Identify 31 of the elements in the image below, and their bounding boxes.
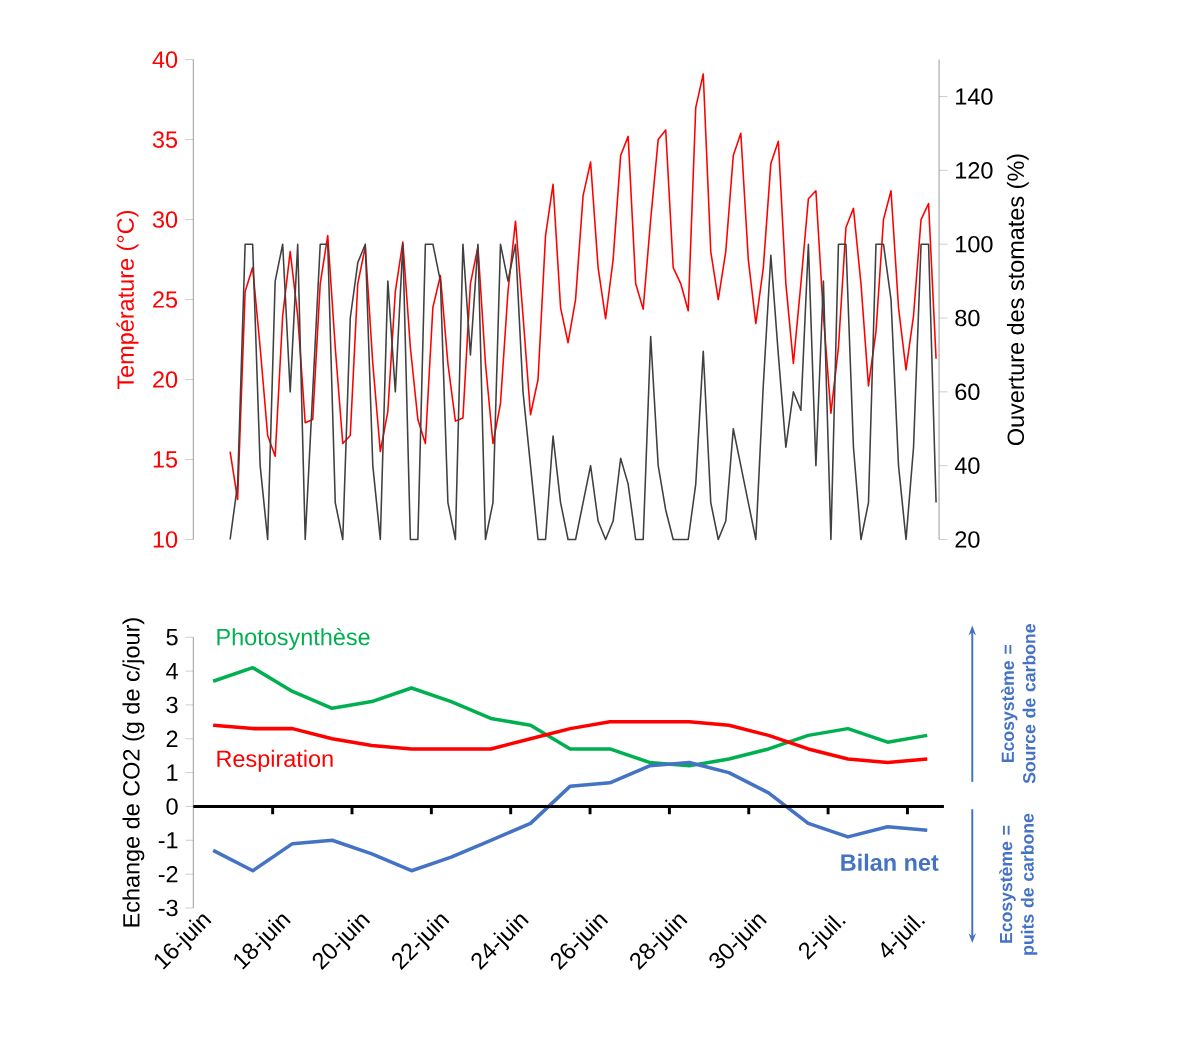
y-tick-label: 4	[166, 663, 178, 680]
y-tick-label: 40	[152, 51, 178, 69]
text: Ecosystème = Source de carbone	[1000, 624, 1036, 784]
y2-tick-label: 20	[955, 531, 980, 548]
y-tick-label: 25	[153, 291, 178, 309]
y-tick-label: 5	[166, 629, 178, 646]
line-series	[229, 73, 937, 501]
y2-tick-label: 140	[956, 88, 993, 106]
y-tick-label: 15	[153, 451, 178, 468]
y2-axis-title: Ouverture des stomates (%)	[1006, 154, 1029, 446]
y-tick-label: -1	[158, 832, 178, 849]
y-axis-title: Température (°C)	[116, 211, 139, 390]
text: Ecosystème = puits de carbone	[999, 813, 1038, 955]
y-tick-label: 30	[152, 211, 178, 229]
y-tick-label: 3	[166, 696, 178, 714]
series-label: Photosynthèse	[217, 628, 370, 651]
y-tick-label: 20	[153, 371, 178, 389]
series-label: Bilan net	[841, 853, 939, 872]
y-tick-label: -2	[158, 866, 178, 883]
y-tick-label: 2	[166, 730, 178, 748]
y-axis-title: Echange de CO2 (g de c/jour)	[122, 618, 145, 927]
y2-tick-label: 100	[956, 236, 993, 253]
y-tick-label: 10	[153, 531, 178, 548]
y-tick-label: 1	[167, 764, 178, 781]
y-tick-label: 35	[152, 131, 178, 149]
y2-tick-label: 40	[954, 457, 980, 475]
y-tick-label: 0	[166, 798, 178, 815]
series-label: Respiration	[217, 750, 333, 772]
y2-tick-label: 60	[955, 383, 980, 401]
y2-tick-label: 80	[955, 309, 980, 327]
y2-tick-label: 120	[956, 162, 993, 179]
